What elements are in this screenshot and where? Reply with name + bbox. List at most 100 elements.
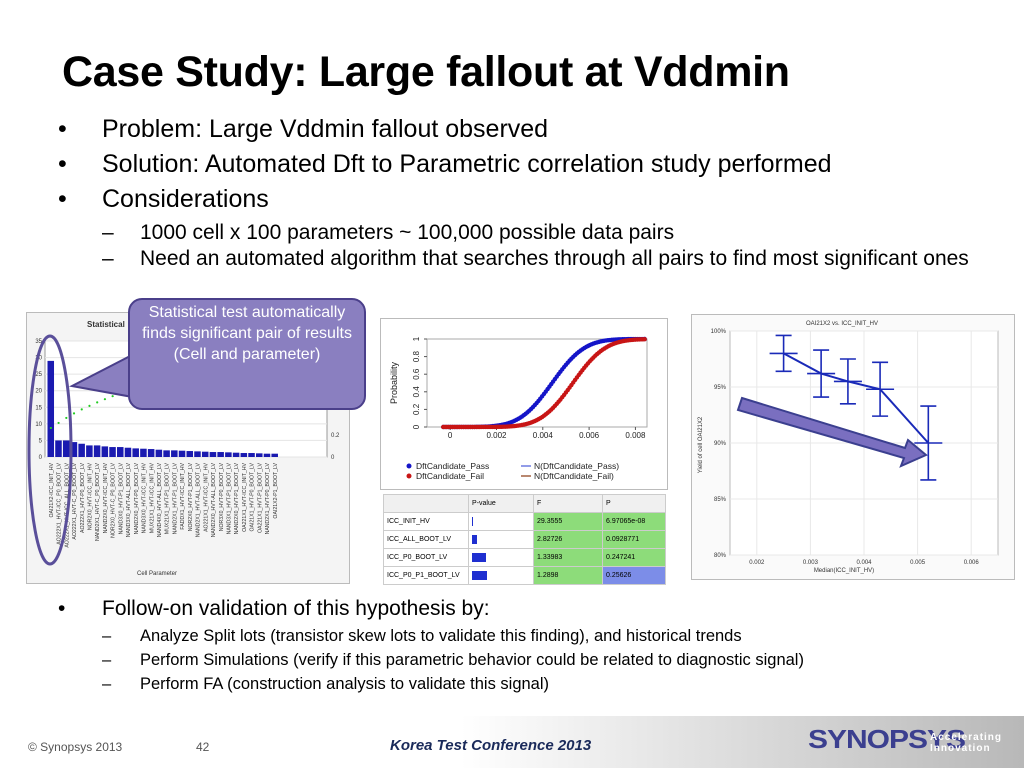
pvalue-bar: [472, 517, 473, 526]
x-tick-label: OA221X1_HVT-P1_BOOT_LV: [257, 462, 263, 533]
bar: [62, 440, 70, 457]
cumulative-point: [57, 421, 60, 425]
trend-arrow-icon: [736, 396, 928, 468]
probability-plot: 0 0.002 0.004 0.006 0.008 0 0.2 0.4 0.6 0.8 1 Proba…: [389, 336, 648, 481]
x-tick-label: FADDX1_HVT-ICC_INIT_HV: [180, 462, 186, 529]
bar: [70, 442, 78, 457]
x-axis-label: Median(ICC_INIT_HV): [814, 568, 874, 574]
y-tick-label: 20: [35, 389, 42, 395]
chart-title: OAI21X2 vs. ICC_INIT_HV: [806, 321, 878, 327]
y-tick-label: 15: [35, 405, 42, 411]
cumulative-point: [72, 412, 76, 415]
footer-copyright: © Synopsys 2013: [28, 740, 123, 754]
x-tick-label: 0.002: [486, 431, 507, 440]
y2-tick-label: 0.2: [331, 433, 340, 439]
cumulative-point: [96, 401, 99, 404]
y-tick-label: 5: [39, 438, 43, 444]
bar: [140, 448, 147, 457]
x-tick-label: NAND3X1_HVT-P1_BOOT_LV: [226, 462, 232, 534]
page-number: 42: [196, 740, 210, 754]
bar: [217, 452, 224, 457]
bar: [163, 450, 170, 457]
pvalue-table: P-value F P ICC_INIT_HV 29.3555 6.97065e…: [383, 494, 666, 585]
bar: [240, 453, 248, 457]
y-axis-label: Yield of cell OAI21X2: [698, 416, 704, 473]
table-row: ICC_P0_P1_BOOT_LV 1.2898 0.25626: [383, 566, 666, 585]
bar: [86, 445, 93, 457]
pvalue-bar: [472, 553, 486, 562]
x-tick-label: NAND2X0_HVT-ICC_INIT_HV: [103, 462, 109, 533]
cumulative-point: [80, 408, 83, 411]
sub-bullet-algorithm: – Need an automated algorithm that search…: [102, 247, 969, 270]
legend-label: DftCandidate_Fail: [416, 471, 484, 481]
bar: [55, 440, 62, 457]
bar: [147, 449, 155, 457]
x-tick-label: 0.003: [803, 560, 819, 566]
table-row: ICC_P0_BOOT_LV 1.33983 0.247241: [383, 548, 666, 567]
legend-label: N(DftCandidate_Pass): [534, 461, 619, 471]
bar: [194, 451, 201, 457]
x-tick-label: NOR2X0_HVT-C_P0_BOOT_LV: [111, 462, 117, 537]
bar: [101, 446, 109, 457]
x-tick-label: 0.006: [579, 431, 600, 440]
y-tick-label: 80%: [714, 553, 727, 559]
x-tick-label: NOR2X0_HVT-P1_BOOT_LV: [188, 462, 194, 531]
legend-marker: [406, 473, 412, 479]
bar: [93, 445, 101, 457]
x-tick-label: NOR2X0_HVT-ICC_INIT_HV: [87, 462, 93, 530]
bar: [201, 451, 209, 457]
x-tick-label: NAND2X1_HVT-ALL_BOOT_LV: [196, 462, 202, 537]
y-tick-label: 95%: [714, 385, 727, 391]
x-tick-label: 0.008: [625, 431, 646, 440]
x-tick-label: NOR3X0_HVT-P0_BOOT_LV: [219, 462, 225, 531]
chart-title: Statistical: [87, 320, 125, 329]
bullet-solution: • Solution: Automated Dft to Parametric c…: [58, 150, 832, 178]
x-tick-label: NAND2X0_HVT-P0_BOOT_LV: [134, 462, 140, 534]
conference-name: Korea Test Conference 2013: [390, 737, 592, 754]
x-tick-label: AO222X1_HVT-P0_BOOT_LV: [80, 462, 86, 533]
footer-bar: [0, 716, 1024, 768]
x-tick-label: MUX21X1_HVT-ICC_INIT_HV: [149, 462, 155, 533]
x-tick-label: 0.005: [910, 560, 926, 566]
highlight-ellipse: [27, 334, 73, 566]
bar: [109, 447, 116, 457]
x-tick-label: 0.004: [533, 431, 554, 440]
followon-bullets: • Follow-on validation of this hypothesis…: [58, 594, 988, 696]
sub-bullet-pairs: –1000 cell x 100 parameters ~ 100,000 po…: [102, 221, 675, 244]
cumulative-point: [103, 398, 107, 401]
y-tick-label: 0.8: [412, 350, 421, 362]
slide-title: Case Study: Large fallout at Vddmin: [62, 48, 790, 96]
y2-tick-label: 0: [331, 455, 335, 461]
sub-bullet-simulations: – Perform Simulations (verify if this par…: [102, 651, 804, 669]
bar: [78, 443, 85, 457]
probability-plot-panel: 0 0.002 0.004 0.006 0.008 0 0.2 0.4 0.6 0.8 1 Proba…: [380, 318, 668, 490]
y-tick-label: 10: [35, 422, 42, 428]
table-row: ICC_ALL_BOOT_LV 2.82726 0.0928771: [383, 530, 666, 549]
x-tick-label: MUX21X1_HVT-P1_BOOT_LV: [165, 462, 171, 534]
cumulative-point: [65, 416, 68, 420]
bar: [232, 452, 240, 457]
main-bullets: • Problem: Large Vddmin fallout observed …: [58, 112, 988, 269]
x-tick-label: 0.006: [964, 560, 980, 566]
x-tick-label: NAND3X0_HVT-P1_BOOT_LV: [118, 462, 124, 534]
cumulative-point: [111, 395, 114, 398]
x-tick-label: 0: [448, 431, 453, 440]
legend-marker: [406, 463, 412, 469]
x-axis-label: Cell Parameter: [137, 571, 177, 577]
bar: [186, 451, 194, 457]
legend-label: DftCandidate_Pass: [416, 461, 489, 471]
bar: [171, 450, 178, 457]
bar: [209, 452, 217, 457]
bar: [117, 447, 124, 457]
x-tick-label: AO221X1_HVT-ICC_INIT_HV: [203, 462, 209, 531]
x-tick-label: OAI21X2-ICC_INIT_HV: [49, 462, 55, 517]
logo-tagline: Accelerating Innovation: [930, 732, 1003, 754]
bar: [248, 453, 255, 457]
plot-area: [426, 338, 648, 428]
bar: [263, 453, 271, 457]
x-tick-label: NAND2X1_HVT-P1_BOOT_LV: [172, 462, 178, 534]
legend-label: N(DftCandidate_Fail): [534, 471, 614, 481]
y-axis-label: Probability: [389, 361, 399, 404]
fail-point: [642, 337, 647, 342]
y-tick-label: 0.4: [412, 386, 421, 398]
